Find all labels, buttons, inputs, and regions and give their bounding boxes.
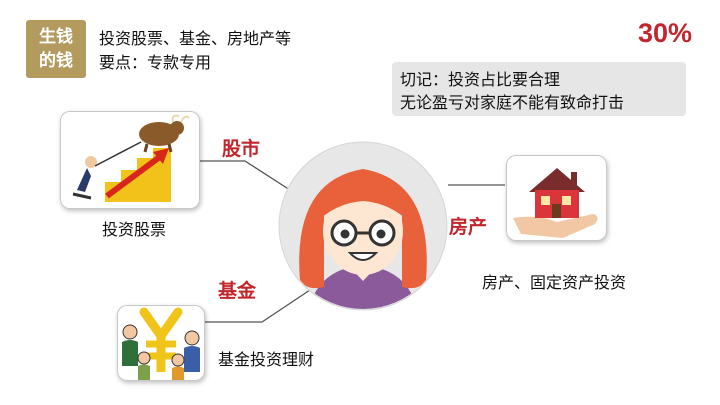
stock-branch-label: 股市 [222, 138, 261, 160]
yuan-coin-team-icon [122, 307, 200, 380]
category-badge: 生钱 的钱 [26, 20, 86, 78]
note-line-1: 切记：投资占比要合理 [400, 70, 561, 89]
property-caption: 房产、固定资产投资 [482, 273, 627, 292]
category-description: 投资股票、基金、房地产等 要点：专款专用 [99, 27, 291, 75]
badge-line-1: 生钱 [39, 27, 73, 47]
fund-image [117, 305, 205, 381]
allocation-percent: 30% [637, 18, 692, 48]
stock-image [60, 111, 200, 209]
property-image [506, 155, 607, 241]
bull-market-icon [61, 112, 199, 208]
fund-branch-label: 基金 [218, 280, 257, 302]
avatar [278, 141, 448, 311]
badge-line-2: 的钱 [39, 51, 73, 71]
property-branch-label: 房产 [449, 216, 488, 238]
note-line-2: 无论盈亏对家庭不能有致命打击 [400, 93, 625, 112]
description-line-2: 要点：专款专用 [99, 53, 212, 72]
stock-caption: 投资股票 [102, 220, 167, 239]
description-line-1: 投资股票、基金、房地产等 [99, 29, 292, 48]
fund-caption: 基金投资理财 [218, 350, 315, 369]
house-in-hand-icon [513, 168, 598, 238]
reminder-note: 切记：投资占比要合理 无论盈亏对家庭不能有致命打击 [392, 62, 686, 116]
